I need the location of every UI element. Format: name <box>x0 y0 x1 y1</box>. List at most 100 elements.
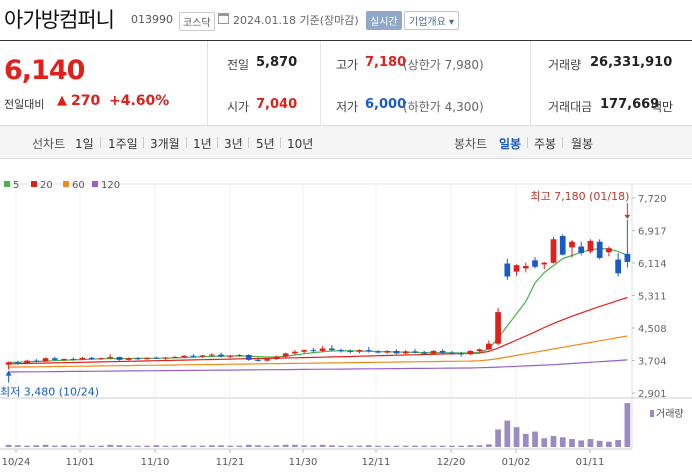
volume-bar <box>467 445 474 447</box>
volume-bar <box>328 445 335 447</box>
change-rate: +4.60% <box>109 93 170 109</box>
candle-body <box>532 260 538 267</box>
volume-bar <box>227 445 234 447</box>
volume-bar <box>587 439 594 447</box>
tab-daily[interactable]: 일봉 <box>499 137 522 151</box>
volume-bar <box>569 439 575 447</box>
volume-bar <box>236 445 243 447</box>
volume-bar <box>181 445 187 447</box>
volume-bar <box>439 445 446 447</box>
volume-bar <box>144 445 151 447</box>
volume-legend-label: 거래량 <box>656 408 684 420</box>
volume-bar <box>42 444 49 447</box>
candle-body <box>375 351 381 353</box>
stock-chart[interactable]: 7,720 6,917 6,114 5,311 4,508 3,704 2,901 10/24… <box>0 160 692 474</box>
candle-body <box>14 362 21 364</box>
candle-body <box>264 359 271 361</box>
x-tick-label: 12/11 <box>362 457 391 468</box>
tab-monthly[interactable]: 월봉 <box>571 137 594 151</box>
volume-bar <box>282 444 289 447</box>
divider <box>527 137 528 148</box>
candle-body <box>449 352 455 354</box>
divider <box>186 137 187 148</box>
current-price-box: 6,140 전일대비 ▲ 270 +4.60% <box>0 41 208 126</box>
divider <box>217 137 218 148</box>
volume-bar <box>135 445 141 447</box>
realtime-button[interactable]: 실시간 <box>366 11 402 30</box>
legend-label: 60 <box>72 180 85 191</box>
tab-1week[interactable]: 1주일 <box>108 137 138 151</box>
tab-candle-chart[interactable]: 봉차트 <box>454 137 488 151</box>
tab-1year[interactable]: 1년 <box>193 137 212 151</box>
volume-bar <box>273 445 280 447</box>
candle-body <box>273 356 280 360</box>
candle-body <box>199 355 206 357</box>
candle-body <box>181 355 187 358</box>
volume-bar <box>51 445 58 447</box>
candle-body <box>153 357 160 359</box>
candle-body <box>98 358 104 360</box>
tab-10years[interactable]: 10년 <box>287 137 314 151</box>
divider <box>320 41 321 126</box>
volume-bar <box>162 445 169 447</box>
volume-bar <box>541 438 548 447</box>
volume-bar <box>301 445 308 447</box>
tab-5years[interactable]: 5년 <box>256 137 275 151</box>
tab-1day[interactable]: 1일 <box>75 137 94 151</box>
volume-bar <box>24 445 30 447</box>
divider <box>280 137 281 148</box>
candle-body <box>190 355 197 357</box>
candle-body <box>88 357 95 360</box>
volume-bar <box>79 445 86 447</box>
volume-bar <box>402 445 409 447</box>
volume-bar <box>615 439 622 447</box>
tab-line-chart[interactable]: 선차트 <box>32 137 66 151</box>
legend-label: 120 <box>101 180 120 191</box>
volume-bar <box>559 437 566 447</box>
volume-bar <box>125 445 132 447</box>
candle-body <box>578 246 585 254</box>
volume-bar <box>208 445 215 447</box>
tab-3years[interactable]: 3년 <box>224 137 243 151</box>
y-tick-label: 5,311 <box>638 292 667 303</box>
volume-bar <box>5 444 12 447</box>
legend-label: 20 <box>40 180 53 191</box>
candle-body <box>430 350 437 354</box>
chart-tab-bar: 선차트 1일 1주일 3개월 1년 3년 5년 10년 봉차트 일봉 주봉 월봉 <box>0 126 692 159</box>
candle-body <box>338 350 344 352</box>
tab-weekly[interactable]: 주봉 <box>534 137 557 151</box>
prev-close-label: 전일 <box>227 58 250 72</box>
x-tick-label: 10/24 <box>2 457 31 468</box>
lower-limit: (하한가 4,300) <box>403 100 484 114</box>
candle-body <box>412 351 418 353</box>
volume-bar <box>624 403 631 447</box>
high-label: 고가 <box>336 58 359 72</box>
candle-body <box>162 357 169 359</box>
volume-bar <box>532 431 538 447</box>
open-value: 7,040 <box>256 97 298 112</box>
volume-bar <box>70 445 77 447</box>
divider <box>530 41 531 126</box>
company-name: 아가방컴퍼니 <box>4 8 115 32</box>
tab-3months[interactable]: 3개월 <box>150 137 180 151</box>
y-tick-label: 3,704 <box>638 357 667 368</box>
candle-body <box>51 358 58 360</box>
candle-body <box>144 357 151 360</box>
candle-body <box>33 360 40 362</box>
volume-bar <box>356 445 363 447</box>
volume-bar <box>218 445 224 447</box>
candle-body <box>384 350 391 353</box>
stock-code: 013990 <box>131 13 173 26</box>
divider <box>100 137 101 148</box>
volume-bar <box>522 433 529 447</box>
company-overview-dropdown[interactable]: 기업개요 ▾ <box>404 11 459 30</box>
candle-body <box>541 262 548 265</box>
volume-legend-swatch <box>650 410 654 417</box>
candle-body <box>504 263 511 277</box>
volume-bar <box>449 445 455 447</box>
x-tick-label: 01/02 <box>502 457 531 468</box>
amount-value: 177,669 <box>600 97 660 112</box>
legend-label: 5 <box>13 180 19 191</box>
candle-body <box>171 357 178 359</box>
candle-body <box>596 241 603 258</box>
